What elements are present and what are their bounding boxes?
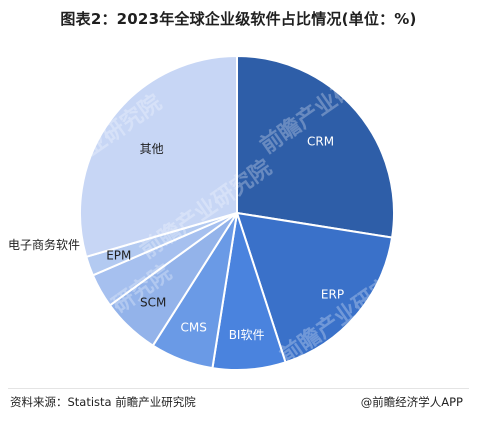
pie-slice-1 — [235, 211, 394, 364]
slice-label-6: EPM — [106, 249, 131, 263]
footer: 资料来源：Statista 前瞻产业研究院 @前瞻经济学人APP — [0, 394, 477, 416]
chart-title: 图表2：2023年全球企业级软件占比情况(单位：%) — [60, 10, 417, 28]
pie-slices — [79, 54, 395, 371]
brand-note: @前瞻经济学人APP — [360, 395, 463, 409]
slice-label-2: BI软件 — [229, 328, 265, 342]
slice-label-4: SCM — [140, 295, 166, 309]
slice-label-5: 电子商务软件 — [8, 237, 80, 252]
slice-label-0: CRM — [307, 135, 334, 149]
footer-divider — [8, 388, 469, 389]
pie-labels: CRM ERP BI软件 CMS SCM 电子商务软件 EPM 其他 — [8, 135, 344, 343]
pie-slice-0 — [236, 54, 395, 239]
slice-label-1: ERP — [321, 288, 344, 302]
source-note: 资料来源：Statista 前瞻产业研究院 — [10, 395, 196, 409]
slice-label-7: 其他 — [140, 142, 164, 156]
pie-slice-7 — [79, 54, 238, 259]
slice-label-3: CMS — [181, 321, 207, 335]
